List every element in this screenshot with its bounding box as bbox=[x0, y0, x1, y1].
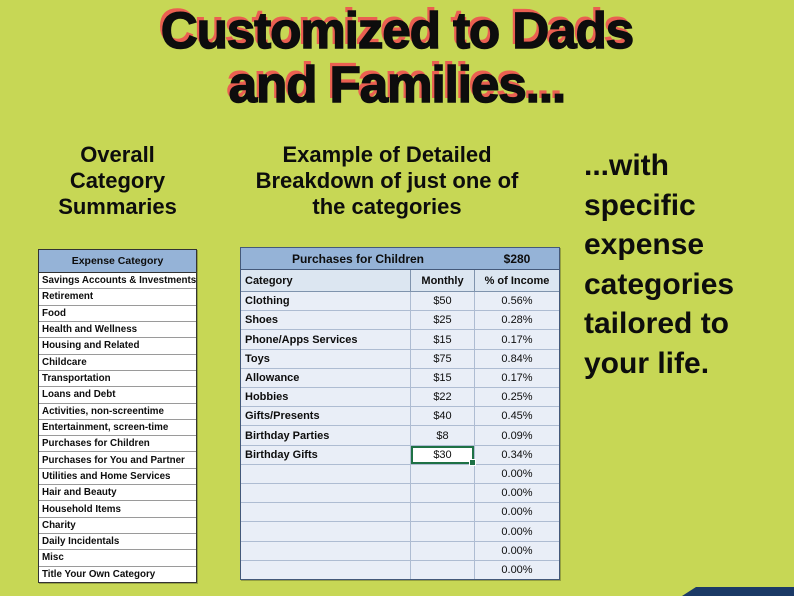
percent-cell[interactable]: 0.28% bbox=[501, 314, 533, 327]
table-row: Gifts/Presents $40 0.45% bbox=[241, 407, 559, 427]
table-row: 0.00% bbox=[241, 464, 559, 485]
category-cell[interactable] bbox=[241, 560, 411, 580]
right-section-text: ...with specific expense categories tail… bbox=[584, 149, 735, 380]
category-cell[interactable]: Birthday Gifts bbox=[241, 445, 411, 464]
percent-cell[interactable]: 0.17% bbox=[501, 371, 533, 384]
percent-cell[interactable]: 0.00% bbox=[501, 525, 533, 538]
category-cell[interactable]: Hobbies bbox=[241, 388, 411, 407]
column-header-monthly: Monthly bbox=[411, 270, 475, 291]
monthly-cell[interactable]: $22 bbox=[411, 388, 475, 407]
category-cell[interactable]: Shoes bbox=[241, 311, 411, 330]
percent-cell[interactable]: 0.45% bbox=[501, 410, 533, 423]
category-cell[interactable]: Phone/Apps Services bbox=[241, 330, 411, 349]
category-cell[interactable] bbox=[241, 541, 411, 560]
corner-decoration bbox=[682, 587, 794, 596]
table-row: 0.00% bbox=[241, 522, 559, 542]
left-section-heading: Overall Category Summaries bbox=[58, 142, 177, 219]
monthly-cell[interactable]: $8 bbox=[411, 426, 475, 445]
monthly-cell[interactable]: $25 bbox=[411, 311, 475, 330]
column-header-category: Category bbox=[241, 270, 411, 291]
category-cell[interactable]: Gifts/Presents bbox=[241, 407, 411, 426]
table-row: 0.00% bbox=[241, 503, 559, 523]
category-cell[interactable]: Toys bbox=[241, 349, 411, 368]
table-row: Allowance $15 0.17% bbox=[241, 368, 559, 389]
purchases-table-total: $280 bbox=[503, 251, 531, 266]
percent-cell[interactable]: 0.25% bbox=[501, 391, 533, 404]
middle-section-heading: Example of Detailed Breakdown of just on… bbox=[255, 142, 519, 219]
monthly-cell[interactable]: $40 bbox=[411, 407, 475, 426]
table-row[interactable]: Transportation bbox=[39, 370, 196, 388]
percent-cell[interactable]: 0.00% bbox=[501, 544, 533, 557]
table-row: 0.00% bbox=[241, 560, 559, 580]
table-row: Clothing $50 0.56% bbox=[241, 292, 559, 312]
main-title-line1: Customized to Dads bbox=[160, 2, 635, 59]
purchases-table-title-row: Purchases for Children $280 bbox=[241, 248, 559, 270]
table-row[interactable]: Retirement bbox=[39, 289, 196, 306]
table-row[interactable]: Utilities and Home Services bbox=[39, 468, 196, 486]
main-title-line2: and Families... bbox=[228, 55, 567, 113]
monthly-cell[interactable] bbox=[411, 541, 475, 560]
table-row[interactable]: Charity bbox=[39, 517, 196, 534]
table-row[interactable]: Entertainment, screen-time bbox=[39, 419, 196, 437]
percent-cell[interactable]: 0.17% bbox=[501, 333, 533, 346]
table-row[interactable]: Purchases for Children bbox=[39, 436, 196, 453]
main-title: Customized to Dads and Families... bbox=[0, 2, 794, 113]
selected-cell[interactable]: $30 bbox=[411, 445, 476, 467]
percent-cell[interactable]: 0.56% bbox=[501, 295, 533, 308]
percent-cell[interactable]: 0.84% bbox=[501, 352, 533, 365]
expense-category-table-header: Expense Category bbox=[39, 250, 196, 273]
percent-cell[interactable]: 0.00% bbox=[501, 487, 533, 500]
table-row: Birthday Gifts $30 0.34% bbox=[241, 445, 559, 467]
purchases-table-title: Purchases for Children bbox=[291, 251, 425, 266]
table-row: 0.00% bbox=[241, 484, 559, 504]
table-row: Hobbies $22 0.25% bbox=[241, 388, 559, 408]
table-row[interactable]: Misc bbox=[39, 550, 196, 567]
table-row: Birthday Parties $8 0.09% bbox=[241, 426, 559, 446]
table-row[interactable]: Food bbox=[39, 305, 196, 322]
table-row[interactable]: Hair and Beauty bbox=[39, 485, 196, 502]
table-row[interactable]: Household Items bbox=[39, 501, 196, 518]
table-row: Phone/Apps Services $15 0.17% bbox=[241, 330, 559, 350]
monthly-cell[interactable] bbox=[411, 522, 475, 541]
percent-cell[interactable]: 0.00% bbox=[501, 467, 533, 480]
table-row: Toys $75 0.84% bbox=[241, 349, 559, 369]
monthly-cell[interactable]: $50 bbox=[411, 292, 475, 311]
table-row[interactable]: Daily Incidentals bbox=[39, 534, 196, 551]
table-row[interactable]: Activities, non-screentime bbox=[39, 403, 196, 420]
monthly-cell[interactable] bbox=[411, 560, 475, 580]
table-row[interactable]: Savings Accounts & Investments bbox=[39, 273, 196, 290]
monthly-cell[interactable] bbox=[411, 464, 475, 484]
monthly-cell[interactable] bbox=[411, 484, 475, 503]
table-row[interactable]: Childcare bbox=[39, 354, 196, 371]
percent-cell[interactable]: 0.00% bbox=[501, 563, 533, 576]
monthly-cell[interactable]: $75 bbox=[411, 349, 475, 368]
category-cell[interactable] bbox=[241, 464, 411, 484]
table-row[interactable]: Title Your Own Category bbox=[39, 566, 196, 582]
monthly-cell[interactable] bbox=[411, 503, 475, 522]
percent-cell[interactable]: 0.34% bbox=[501, 448, 533, 461]
percent-cell[interactable]: 0.09% bbox=[501, 429, 533, 442]
table-row: Shoes $25 0.28% bbox=[241, 311, 559, 331]
category-cell[interactable]: Clothing bbox=[241, 292, 411, 311]
table-row[interactable]: Purchases for You and Partner bbox=[39, 452, 196, 469]
category-cell[interactable] bbox=[241, 503, 411, 522]
purchases-table-column-headers: Category Monthly % of Income bbox=[241, 270, 559, 292]
table-row[interactable]: Health and Wellness bbox=[39, 321, 196, 339]
percent-cell[interactable]: 0.00% bbox=[501, 506, 533, 519]
category-cell[interactable] bbox=[241, 484, 411, 503]
table-row[interactable]: Housing and Related bbox=[39, 338, 196, 355]
table-row: 0.00% bbox=[241, 541, 559, 561]
expense-category-table: Expense Category Savings Accounts & Inve… bbox=[38, 249, 197, 583]
purchases-for-children-table: Purchases for Children $280 Category Mon… bbox=[240, 247, 560, 580]
table-row[interactable]: Loans and Debt bbox=[39, 387, 196, 404]
monthly-cell[interactable]: $15 bbox=[411, 368, 475, 388]
category-cell[interactable]: Birthday Parties bbox=[241, 426, 411, 445]
monthly-cell[interactable]: $15 bbox=[411, 330, 475, 349]
category-cell[interactable] bbox=[241, 522, 411, 541]
column-header-percent: % of Income bbox=[484, 274, 550, 287]
category-cell[interactable]: Allowance bbox=[241, 368, 411, 388]
